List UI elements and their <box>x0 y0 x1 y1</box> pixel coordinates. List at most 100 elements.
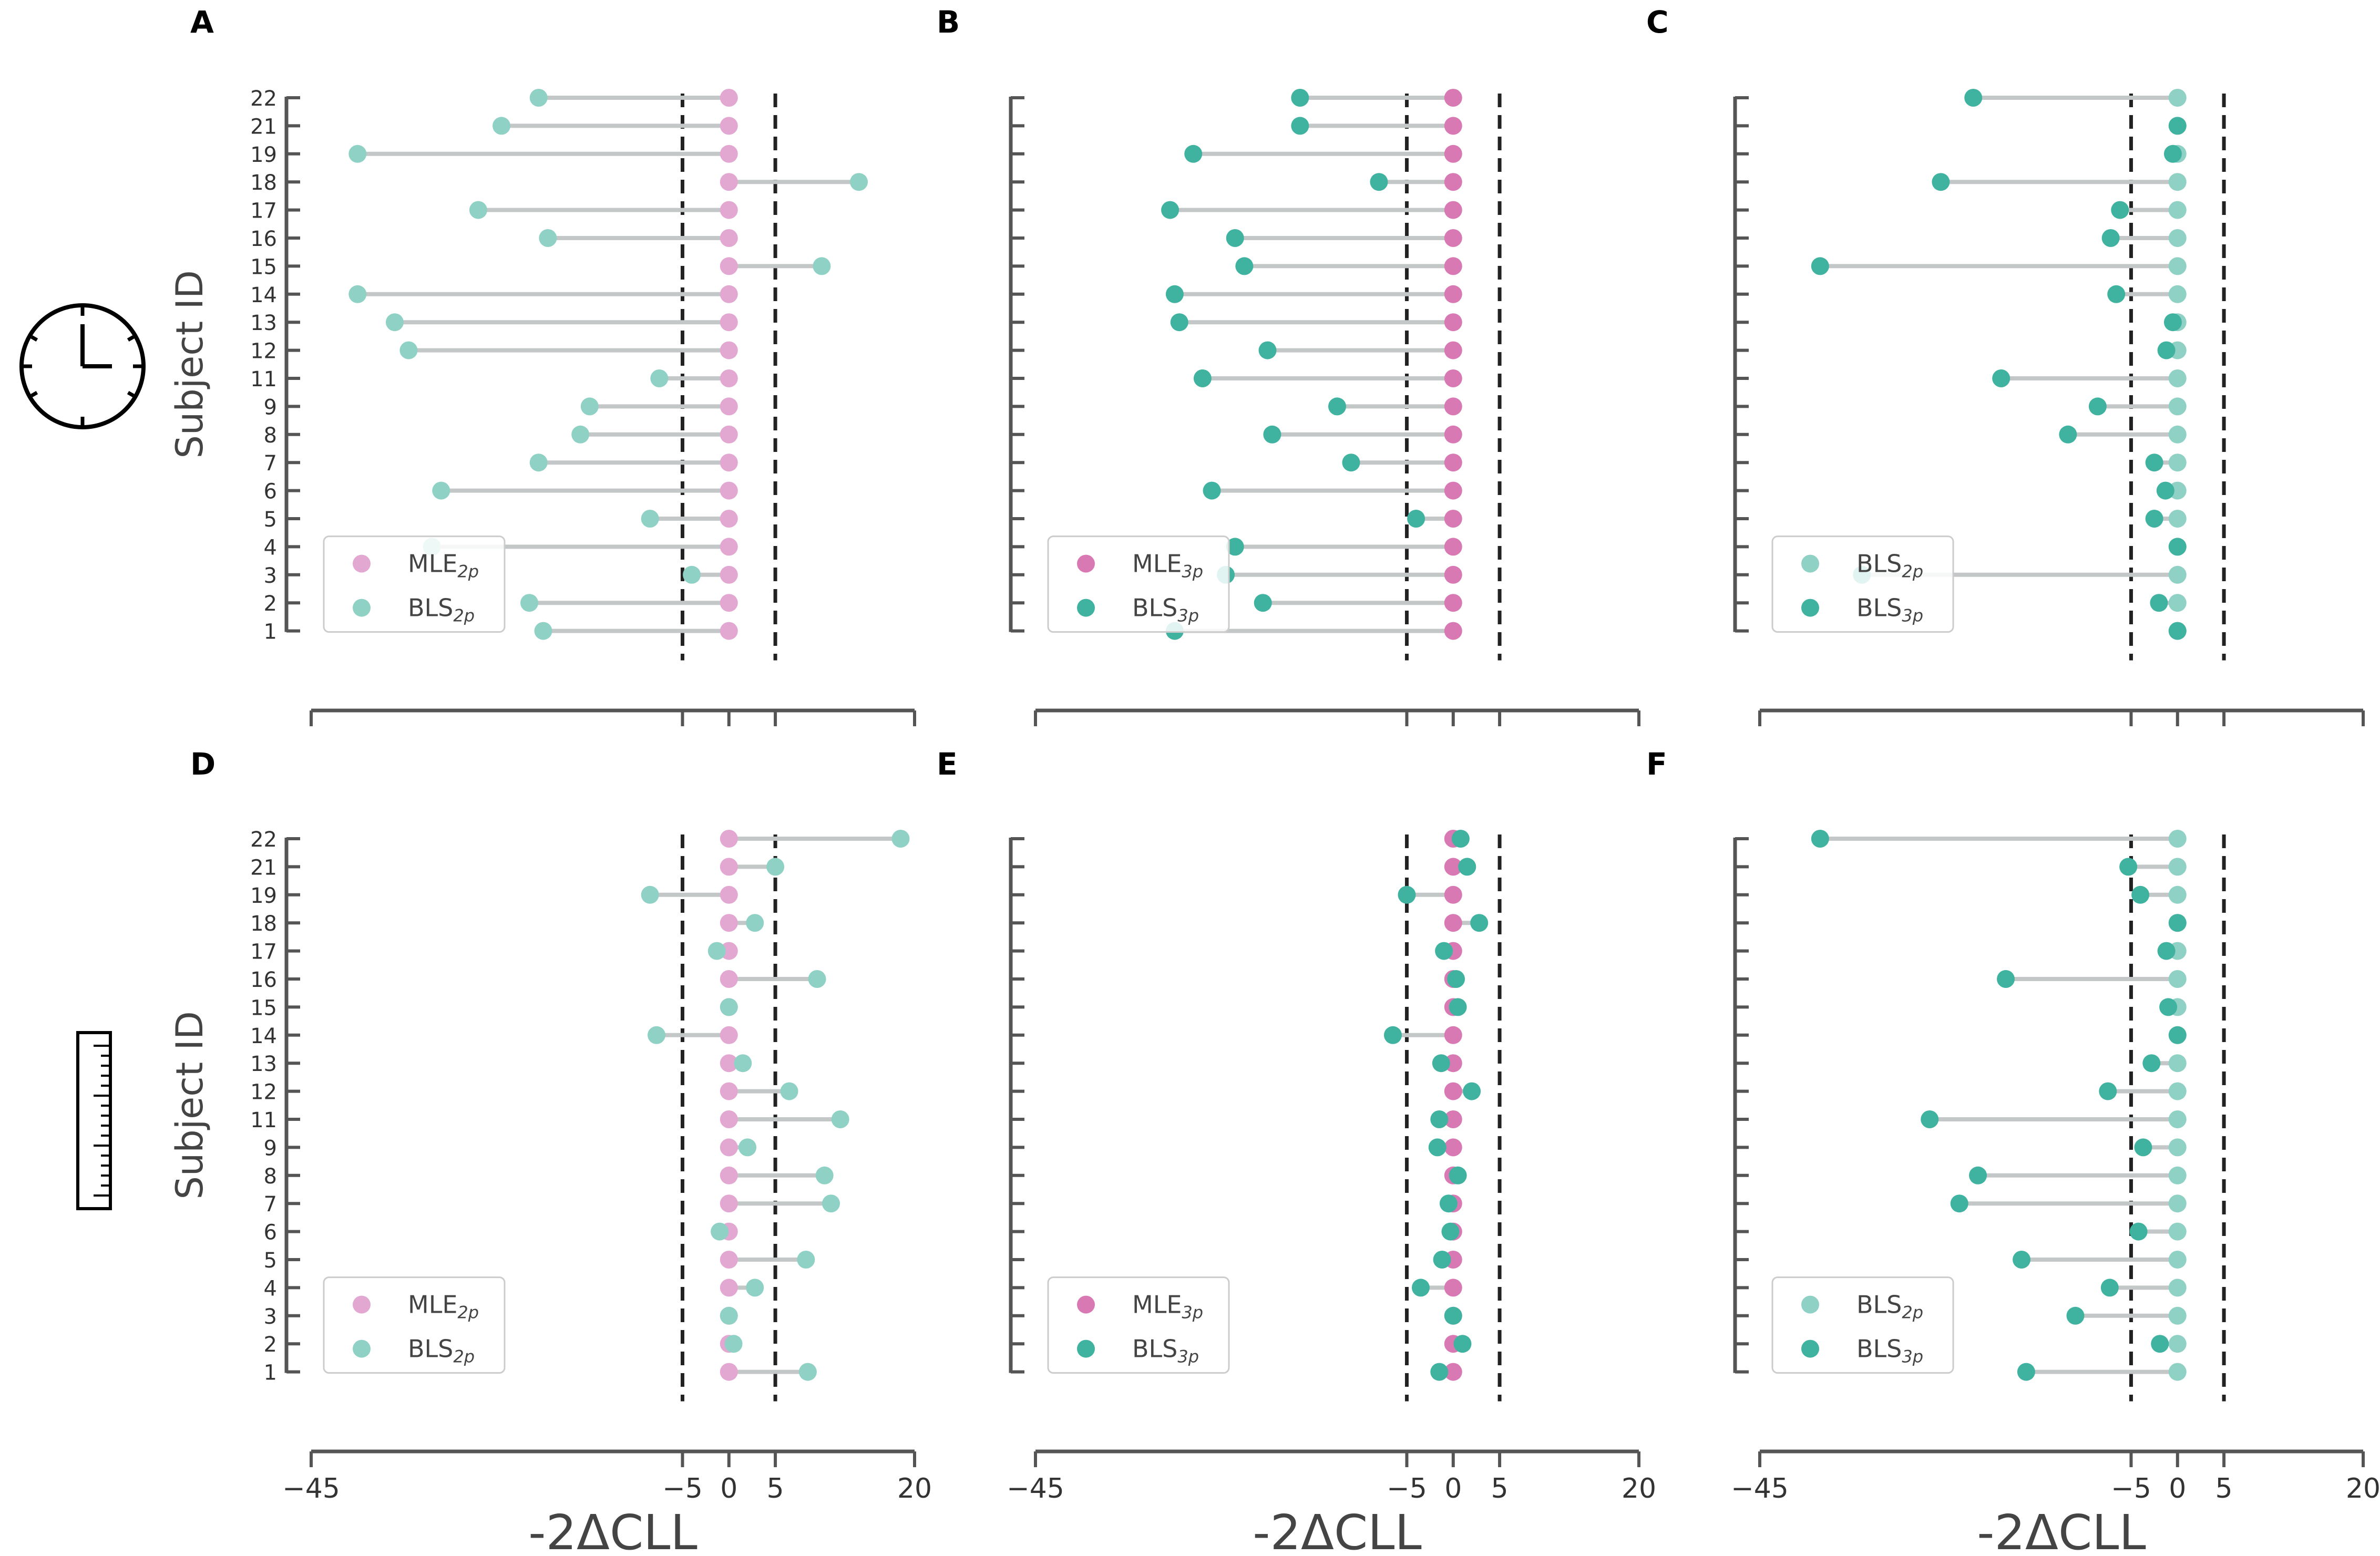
base-point <box>2168 970 2187 988</box>
base-point <box>1444 173 1462 191</box>
base-point <box>1444 369 1462 387</box>
base-point <box>1444 313 1462 332</box>
base-point <box>2168 229 2187 247</box>
base-point <box>1444 89 1462 107</box>
compare-point <box>1235 257 1254 275</box>
base-point <box>2168 285 2187 303</box>
base-point <box>1444 341 1462 359</box>
y-tick-label: 15 <box>250 255 277 279</box>
compare-point <box>1407 510 1425 528</box>
compare-point <box>766 858 785 876</box>
base-point <box>2168 1251 2187 1269</box>
compare-point <box>2101 229 2120 247</box>
compare-point <box>720 1306 738 1325</box>
compare-point <box>641 510 659 528</box>
y-tick-label: 4 <box>264 535 277 560</box>
compare-point <box>1463 1082 1481 1100</box>
base-point <box>720 397 738 416</box>
compare-point <box>724 1335 743 1353</box>
compare-point <box>734 1054 752 1073</box>
y-tick-label: 19 <box>250 143 277 167</box>
base-point <box>720 454 738 472</box>
legend-marker <box>1077 554 1095 573</box>
compare-point <box>348 285 367 303</box>
base-point <box>1444 1363 1462 1381</box>
base-point <box>720 145 738 163</box>
base-point <box>720 89 738 107</box>
compare-point <box>2059 425 2077 444</box>
base-point <box>720 858 738 876</box>
legend-marker <box>353 1339 371 1358</box>
y-tick-label: 1 <box>264 620 277 644</box>
compare-point <box>469 201 487 219</box>
compare-point <box>1458 858 1476 876</box>
compare-point <box>1254 594 1272 612</box>
compare-point <box>1258 341 1277 359</box>
compare-point <box>1428 1138 1447 1157</box>
base-point <box>2168 201 2187 219</box>
base-point <box>720 173 738 191</box>
compare-point <box>1184 145 1203 163</box>
compare-point <box>2168 538 2187 556</box>
panel-d: D1234567891112131415161718192122Subject … <box>168 746 932 1556</box>
compare-point <box>2163 145 2182 163</box>
y-tick-label: 12 <box>250 1080 277 1105</box>
compare-point <box>711 1222 729 1241</box>
y-tick-label: 13 <box>250 1052 277 1076</box>
compare-point <box>798 1363 817 1381</box>
compare-point <box>432 481 450 500</box>
base-point <box>720 830 738 848</box>
compare-point <box>1921 1110 1939 1128</box>
compare-point <box>2150 594 2168 612</box>
x-tick-label: 5 <box>1491 1473 1509 1505</box>
legend-marker <box>1801 554 1819 573</box>
base-point <box>720 1082 738 1100</box>
base-point <box>1444 914 1462 932</box>
compare-point <box>2168 622 2187 640</box>
compare-point <box>2156 481 2174 500</box>
legend-marker <box>353 1295 371 1314</box>
compare-point <box>850 173 868 191</box>
base-point <box>1444 1279 1462 1297</box>
compare-point <box>1449 1166 1467 1184</box>
compare-point <box>2119 858 2138 876</box>
compare-point <box>2017 1363 2035 1381</box>
base-point <box>720 538 738 556</box>
base-point <box>720 201 738 219</box>
base-point <box>720 257 738 275</box>
x-tick-label: −45 <box>1731 1473 1789 1505</box>
legend-label: BLS3p <box>1856 1335 1923 1367</box>
x-tick-label: 0 <box>2169 1473 2186 1505</box>
compare-point <box>2107 285 2126 303</box>
panel-label: A <box>190 4 214 40</box>
y-tick-label: 8 <box>264 1165 277 1189</box>
base-point <box>720 425 738 444</box>
base-point <box>720 1138 738 1157</box>
compare-point <box>2145 454 2163 472</box>
compare-point <box>1433 1251 1451 1269</box>
base-point <box>720 1054 738 1073</box>
base-point <box>2168 594 2187 612</box>
compare-point <box>1226 229 1244 247</box>
base-point <box>2168 454 2187 472</box>
clock-tick <box>127 335 135 342</box>
compare-point <box>815 1166 834 1184</box>
y-axis-title: Subject ID <box>168 1011 211 1199</box>
compare-point <box>1291 89 1309 107</box>
compare-point <box>720 998 738 1016</box>
base-point <box>2168 1138 2187 1157</box>
compare-point <box>746 1279 764 1297</box>
x-axis-title: -2ΔCLL <box>1977 1505 2146 1556</box>
compare-point <box>1969 1166 1987 1184</box>
base-point <box>720 1363 738 1381</box>
base-point <box>2168 89 2187 107</box>
compare-point <box>2159 998 2178 1016</box>
base-point <box>2168 830 2187 848</box>
compare-point <box>1161 201 1179 219</box>
compare-point <box>1811 257 1829 275</box>
clock-face <box>19 303 146 429</box>
compare-point <box>571 425 590 444</box>
compare-point <box>1447 970 1465 988</box>
compare-point <box>2168 914 2187 932</box>
clock-icon <box>19 303 146 429</box>
